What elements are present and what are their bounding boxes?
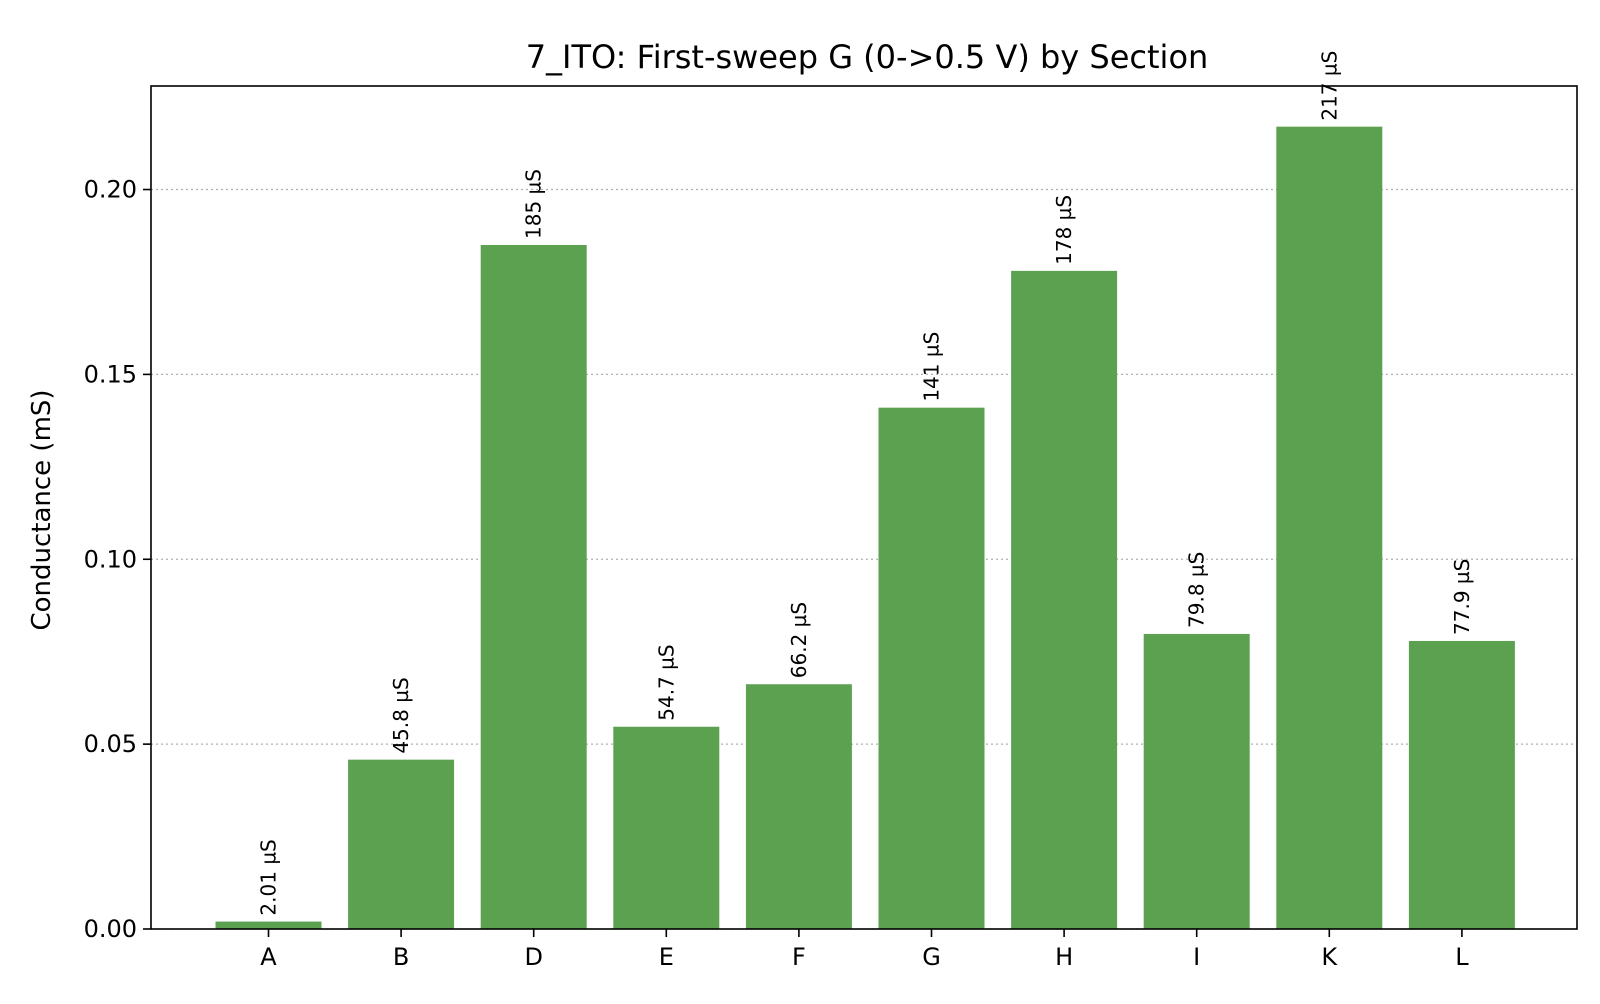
bar-value-label: 77.9 µS — [1450, 559, 1474, 635]
bars — [215, 126, 1515, 930]
x-tick-label: F — [792, 943, 806, 971]
x-tick-label: E — [659, 943, 674, 971]
bar-value-label: 54.7 µS — [654, 644, 678, 720]
bar-I — [1143, 633, 1250, 929]
y-axis: 0.00 0.05 0.10 0.15 0.20 — [84, 176, 151, 943]
bar-value-label: 178 µS — [1052, 195, 1076, 265]
chart-title: 7_ITO: First-sweep G (0->0.5 V) by Secti… — [526, 38, 1209, 76]
x-tick-label: B — [393, 943, 409, 971]
x-tick-label: L — [1455, 943, 1469, 971]
bar-H — [1011, 270, 1118, 929]
bar-L — [1408, 640, 1515, 929]
y-tick-label: 0.00 — [84, 915, 137, 943]
bar-value-label: 66.2 µS — [787, 602, 811, 678]
x-tick-label: A — [260, 943, 277, 971]
bar-K — [1276, 126, 1383, 930]
x-tick-label: K — [1321, 943, 1338, 971]
x-tick-label: D — [524, 943, 542, 971]
bar-A — [215, 921, 322, 929]
bar-G — [878, 407, 985, 930]
bar-value-label: 45.8 µS — [389, 677, 413, 753]
bar-B — [348, 759, 455, 929]
x-tick-label: H — [1055, 943, 1073, 971]
y-tick-label: 0.05 — [84, 730, 137, 758]
bar-E — [613, 726, 720, 929]
plot-frame — [150, 85, 1578, 930]
bar-F — [745, 684, 852, 929]
y-tick-label: 0.15 — [84, 360, 137, 388]
y-tick-label: 0.10 — [84, 545, 137, 573]
y-tick-label: 0.20 — [84, 176, 137, 204]
bar-value-label: 185 µS — [522, 169, 546, 239]
x-tick-label: I — [1193, 943, 1200, 971]
x-tick-label: G — [922, 943, 941, 971]
bar-value-label: 79.8 µS — [1185, 552, 1209, 628]
bar-value-label: 141 µS — [920, 332, 944, 402]
bar-value-label: 2.01 µS — [257, 839, 281, 915]
bar-D — [480, 244, 587, 930]
y-axis-label: Conductance (mS) — [27, 389, 57, 630]
